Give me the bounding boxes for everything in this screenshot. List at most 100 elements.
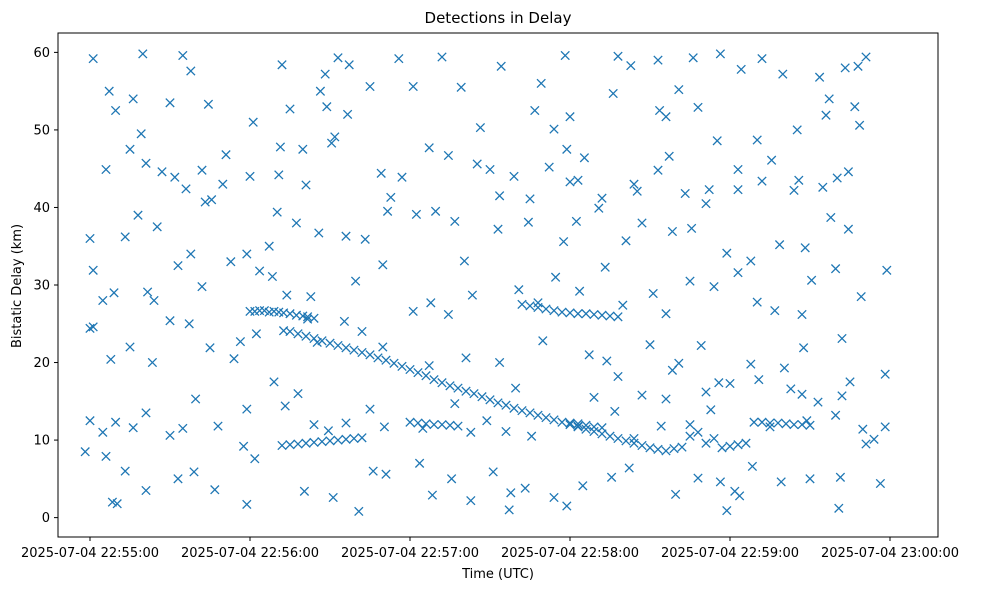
x-tick-label: 2025-07-04 22:57:00 [341, 546, 479, 561]
data-point [608, 88, 618, 99]
data-point [504, 505, 514, 515]
y-tick-label: 0 [42, 511, 50, 526]
data-point [541, 304, 551, 314]
data-point [845, 377, 855, 387]
data-point [429, 419, 439, 430]
data-point [806, 275, 817, 285]
data-point [178, 50, 188, 61]
data-point [98, 427, 108, 437]
data-point [794, 175, 804, 185]
data-point [557, 307, 567, 317]
data-point [414, 458, 425, 468]
data-point [421, 371, 431, 381]
data-point [322, 102, 332, 112]
data-point [734, 491, 745, 501]
data-point [536, 78, 546, 89]
data-point [789, 419, 799, 430]
data-point [706, 405, 716, 415]
data-point [661, 446, 671, 456]
data-point [186, 66, 196, 76]
data-point [357, 326, 367, 337]
data-point [365, 81, 375, 92]
data-point [493, 224, 503, 234]
data-point [326, 138, 337, 148]
data-point [832, 173, 842, 183]
data-point [446, 474, 457, 484]
data-point [701, 387, 711, 397]
data-point [142, 287, 153, 297]
data-point [573, 175, 583, 185]
data-point [597, 423, 607, 433]
data-point [453, 383, 463, 393]
data-point [282, 290, 292, 300]
data-point [843, 167, 854, 177]
data-point [579, 153, 590, 163]
data-point [589, 392, 599, 403]
data-point [778, 69, 788, 79]
data-point [245, 171, 255, 182]
data-point [394, 53, 404, 64]
data-point [693, 427, 703, 437]
data-point [629, 438, 639, 448]
y-tick-label: 40 [33, 201, 50, 216]
data-point [88, 53, 98, 64]
data-point [309, 313, 319, 323]
data-point [317, 336, 327, 346]
data-point [141, 485, 151, 496]
data-point [101, 451, 111, 462]
data-point [533, 302, 543, 313]
data-point [333, 435, 343, 445]
data-point [379, 422, 390, 432]
data-point [426, 298, 436, 308]
data-point [733, 267, 743, 278]
data-point [229, 354, 239, 364]
data-point [365, 404, 375, 414]
data-point [339, 316, 350, 327]
data-point [834, 503, 844, 513]
data-point [136, 129, 146, 139]
data-point [610, 406, 620, 417]
data-point [520, 483, 530, 493]
data-point [298, 144, 308, 154]
data-point [437, 419, 447, 430]
data-point [221, 150, 231, 160]
data-point [510, 383, 521, 393]
data-point [709, 281, 719, 292]
data-point [397, 172, 407, 182]
data-point [880, 422, 890, 432]
data-point [875, 478, 886, 489]
data-point [589, 309, 599, 320]
data-point [248, 117, 258, 127]
data-point [581, 420, 591, 430]
data-point [781, 419, 791, 429]
data-point [686, 223, 697, 234]
data-point [578, 481, 588, 491]
data-point [558, 236, 569, 247]
data-point [765, 422, 775, 432]
data-point [541, 412, 551, 423]
data-point [128, 94, 138, 104]
data-point [843, 224, 854, 234]
data-point [573, 419, 583, 429]
data-point [205, 343, 215, 353]
data-point [309, 419, 319, 430]
data-point [405, 417, 415, 427]
data-point [557, 417, 567, 427]
data-point [621, 436, 631, 446]
data-point [856, 291, 866, 302]
data-point [854, 120, 865, 130]
data-point [813, 397, 823, 407]
data-point [506, 488, 516, 498]
data-point [341, 434, 351, 444]
data-point [693, 473, 703, 483]
data-point [301, 180, 311, 190]
data-point [165, 316, 175, 326]
data-point [450, 398, 460, 409]
data-point [736, 64, 746, 75]
data-point [509, 171, 519, 182]
data-point [85, 416, 95, 426]
data-point [485, 395, 495, 405]
y-tick-label: 20 [33, 356, 50, 371]
data-point [378, 260, 388, 270]
data-point [120, 232, 130, 242]
